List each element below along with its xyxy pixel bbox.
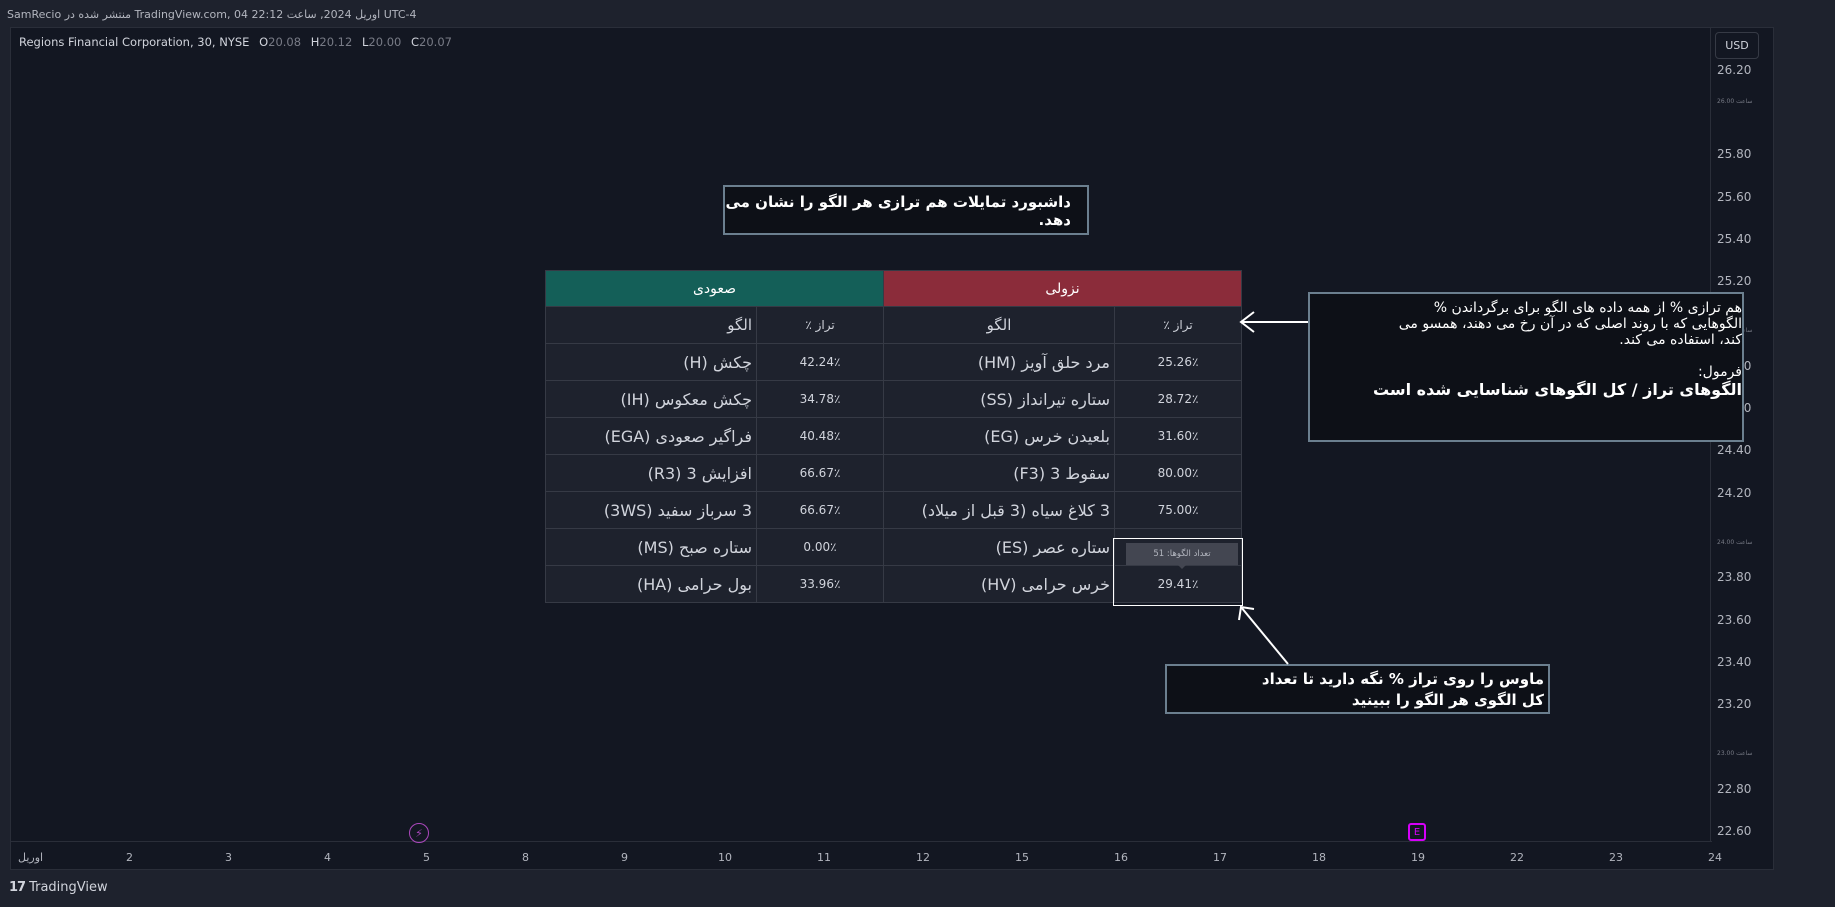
lightning-event-icon[interactable]: ⚡ xyxy=(409,823,429,843)
bear-col-pct: تراز ٪ xyxy=(1114,306,1242,344)
hover-highlight-box xyxy=(1113,538,1243,606)
pattern-alignment-dashboard: نزولی صعودی تراز ٪ الگو تراز ٪ الگو 25.2… xyxy=(545,270,1242,603)
dashboard-row: 75.00٪ 3 کلاغ سیاه (3 قبل از میلاد) 66.67٪… xyxy=(545,491,1242,529)
price-tick: 26.00 ساعت xyxy=(1717,98,1753,105)
bull-pattern-cell: بول حرامی (HA) xyxy=(545,565,757,603)
bull-pct-cell[interactable]: 0.00٪ xyxy=(756,528,884,566)
dashboard-row: 80.00٪ سقوط 3 (F3) 66.67٪ افزایش 3 (R3) xyxy=(545,454,1242,492)
price-tick: 25.80 xyxy=(1717,147,1752,161)
bear-col-pattern: الگو xyxy=(883,306,1115,344)
bearish-header: نزولی xyxy=(883,270,1242,307)
bull-pct-cell[interactable]: 66.67٪ xyxy=(756,491,884,529)
bull-pct-cell[interactable]: 33.96٪ xyxy=(756,565,884,603)
price-tick: 22.80 xyxy=(1717,782,1752,796)
price-tick: 26.20 xyxy=(1717,63,1752,77)
bull-pct-cell[interactable]: 42.24٪ xyxy=(756,343,884,381)
price-tick: 23.00 ساعت xyxy=(1717,750,1753,757)
bullish-header: صعودی xyxy=(545,270,884,307)
tradingview-logo-icon: 17 xyxy=(9,880,26,895)
time-tick: 22 xyxy=(1510,851,1524,864)
time-tick: 2 xyxy=(126,851,133,864)
time-tick: 15 xyxy=(1015,851,1029,864)
time-tick: 19 xyxy=(1411,851,1425,864)
close-value: 20.07 xyxy=(419,35,452,49)
bull-col-pct: تراز ٪ xyxy=(756,306,884,344)
bear-pattern-cell: ستاره عصر (ES) xyxy=(883,528,1115,566)
bull-pattern-cell: افزایش 3 (R3) xyxy=(545,454,757,492)
time-tick: 18 xyxy=(1312,851,1326,864)
time-tick: 17 xyxy=(1213,851,1227,864)
bear-pct-cell[interactable]: 75.00٪ xyxy=(1114,491,1242,529)
bear-pct-cell[interactable]: 25.26٪ xyxy=(1114,343,1242,381)
bear-pattern-cell: 3 کلاغ سیاه (3 قبل از میلاد) xyxy=(883,491,1115,529)
publication-info: SamRecio منتشر شده در TradingView.com, 0… xyxy=(7,8,417,21)
price-tick: 24.00 ساعت xyxy=(1717,539,1753,546)
low-value: 20.00 xyxy=(368,35,402,49)
time-tick: 8 xyxy=(522,851,529,864)
high-value: 20.12 xyxy=(319,35,353,49)
bull-pct-cell[interactable]: 66.67٪ xyxy=(756,454,884,492)
time-tick: 16 xyxy=(1114,851,1128,864)
bull-pattern-cell: چکش (H) xyxy=(545,343,757,381)
price-tick: 23.40 xyxy=(1717,655,1752,669)
time-tick: اوریل xyxy=(18,851,44,864)
bear-pattern-cell: مرد حلق آویز (HM) xyxy=(883,343,1115,381)
earnings-event-icon[interactable]: E xyxy=(1408,823,1426,841)
dashboard-row: 28.72٪ ستاره تیرانداز (SS) 34.78٪ چکش معکوس… xyxy=(545,380,1242,418)
dashboard-row: 29.41٪ خرس حرامی (HV) 33.96٪ بول حرامی (HA) xyxy=(545,565,1242,603)
bull-pct-cell[interactable]: 34.78٪ xyxy=(756,380,884,418)
currency-button[interactable]: USD xyxy=(1715,32,1759,59)
bear-pct-cell[interactable]: 28.72٪ xyxy=(1114,380,1242,418)
price-tick: 23.60 xyxy=(1717,613,1752,627)
bear-pattern-cell: سقوط 3 (F3) xyxy=(883,454,1115,492)
time-tick: 10 xyxy=(718,851,732,864)
bull-col-pattern: الگو xyxy=(545,306,757,344)
time-tick: 3 xyxy=(225,851,232,864)
price-tick: 23.80 xyxy=(1717,570,1752,584)
bear-pattern-cell: ستاره تیرانداز (SS) xyxy=(883,380,1115,418)
bull-pct-cell[interactable]: 40.48٪ xyxy=(756,417,884,455)
time-axis[interactable]: اوریل 2 3 4 5 8 9 10 11 12 15 16 17 18 19 22 23 24 xyxy=(11,841,1722,870)
open-value: 20.08 xyxy=(268,35,302,49)
symbol-legend: Regions Financial Corporation, 30, NYSE … xyxy=(19,35,452,49)
time-tick: 24 xyxy=(1708,851,1722,864)
tradingview-logo[interactable]: 17 TradingView xyxy=(9,880,108,895)
bear-pct-cell[interactable]: 29.41٪ xyxy=(1114,565,1242,603)
top-bar: SamRecio منتشر شده در TradingView.com, 0… xyxy=(0,0,1835,27)
alignment-explanation-note: هم ترازی % از همه داده های الگو برای برگ… xyxy=(1308,292,1744,442)
bull-pattern-cell: ستاره صبح (MS) xyxy=(545,528,757,566)
bear-pattern-cell: خرس حرامی (HV) xyxy=(883,565,1115,603)
pattern-count-tooltip: تعداد الگوها: 51 xyxy=(1126,543,1238,569)
hover-hint-note: ماوس را روی تراز % نگه دارید تا تعداد کل… xyxy=(1165,664,1550,714)
dashboard-title-note: داشبورد تمایلات هم ترازی هر الگو را نشان… xyxy=(723,185,1089,235)
time-tick: 23 xyxy=(1609,851,1623,864)
bear-pct-cell[interactable]: 31.60٪ xyxy=(1114,417,1242,455)
bull-pattern-cell: چکش معکوس (IH) xyxy=(545,380,757,418)
dashboard-row: 31.60٪ بلعیدن خرس (EG) 40.48٪ فراگیر صعودی … xyxy=(545,417,1242,455)
price-tick: 25.60 xyxy=(1717,190,1752,204)
symbol-name[interactable]: Regions Financial Corporation, 30, NYSE xyxy=(19,35,250,49)
price-tick: 25.20 xyxy=(1717,274,1752,288)
price-tick: 23.20 xyxy=(1717,697,1752,711)
bull-pattern-cell: فراگیر صعودی (EGA) xyxy=(545,417,757,455)
time-tick: 5 xyxy=(423,851,430,864)
bear-pct-cell[interactable]: 80.00٪ xyxy=(1114,454,1242,492)
time-tick: 4 xyxy=(324,851,331,864)
bear-pattern-cell: بلعیدن خرس (EG) xyxy=(883,417,1115,455)
bull-pattern-cell: 3 سرباز سفید (3WS) xyxy=(545,491,757,529)
price-tick: 24.40 xyxy=(1717,443,1752,457)
price-tick: 24.20 xyxy=(1717,486,1752,500)
time-tick: 11 xyxy=(817,851,831,864)
dashboard-row: 25.26٪ مرد حلق آویز (HM) 42.24٪ چکش (H) xyxy=(545,343,1242,381)
price-tick: 22.60 xyxy=(1717,824,1752,838)
time-tick: 9 xyxy=(621,851,628,864)
price-tick: 25.40 xyxy=(1717,232,1752,246)
time-tick: 12 xyxy=(916,851,930,864)
